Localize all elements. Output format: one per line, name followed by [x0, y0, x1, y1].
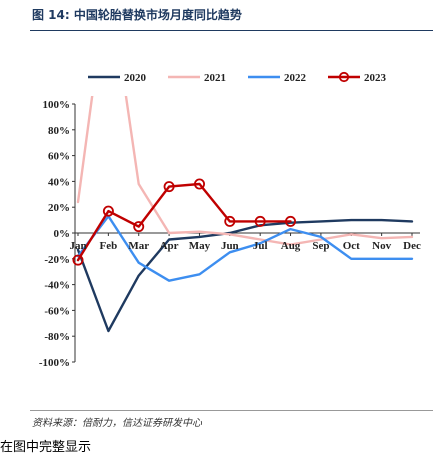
x-tick-label: Mar — [128, 240, 149, 252]
series-line-2020 — [76, 218, 414, 333]
source-divider — [30, 410, 433, 411]
x-tick-label: Dec — [403, 240, 421, 252]
series-line-2022 — [76, 214, 414, 282]
legend-marker-2023 — [338, 71, 350, 83]
y-tick-label: -20% — [44, 254, 70, 266]
y-tick-label: -80% — [44, 331, 70, 343]
footnote-text: 在图中完整显示 — [0, 440, 92, 455]
legend-label-2023: 2023 — [364, 72, 387, 84]
x-tick-label: Aug — [281, 240, 301, 252]
data-point-2023 — [284, 215, 296, 227]
marker-layer — [72, 178, 296, 266]
figure-title: 图 14: 中国轮胎替换市场月度同比趋势 — [32, 8, 242, 22]
data-point-2023 — [102, 205, 114, 217]
x-tick-label: May — [189, 240, 211, 252]
y-tick-label: 60% — [48, 151, 70, 163]
source-note: 资料来源：倍耐力，信达证券研发中心 — [32, 418, 202, 429]
x-tick-label: Oct — [343, 240, 360, 252]
x-tick-label: Feb — [99, 240, 117, 252]
data-point-2023 — [72, 254, 84, 266]
chart-legend: 2020 2021 2022 2023 — [88, 71, 387, 84]
data-point-2023 — [224, 215, 236, 227]
y-tick-label: 20% — [48, 202, 70, 214]
data-point-2023 — [133, 221, 145, 233]
y-tick-label: 100% — [43, 99, 71, 111]
x-tick-labels: Jan Feb Mar Apr May Jun Jul Aug Sep Oct Nov Dec — [69, 240, 421, 252]
y-tick-label: 0% — [54, 228, 71, 240]
legend-label-2022: 2022 — [284, 72, 307, 84]
y-tick-label: -60% — [44, 305, 70, 317]
title-divider — [30, 30, 433, 31]
x-tick-label: Jun — [221, 240, 239, 252]
line-chart: 2020 2021 2022 2023 100% 80% 60% 40% 20% 0% -20% -… — [39, 71, 421, 369]
data-point-2023 — [254, 215, 266, 227]
y-tick-label: -100% — [39, 357, 70, 369]
series-layer — [76, 96, 414, 333]
x-tick-label: Sep — [312, 240, 329, 252]
x-tick-label: Jul — [253, 240, 268, 252]
y-tick-label: 40% — [48, 176, 70, 188]
x-tick-label: Apr — [160, 240, 179, 252]
legend-label-2021: 2021 — [204, 72, 226, 84]
x-tick-label: Nov — [372, 240, 391, 252]
data-point-2023 — [193, 178, 205, 190]
legend-label-2020: 2020 — [124, 72, 147, 84]
chart-axes: 100% 80% 60% 40% 20% 0% -20% -40% -60% -80% -100% — [39, 99, 420, 369]
series-line-2021 — [76, 96, 414, 246]
y-tick-label: 80% — [48, 125, 70, 137]
data-point-2023 — [163, 181, 175, 193]
x-tick-label: Jan — [69, 240, 86, 252]
y-tick-label: -40% — [44, 280, 70, 292]
